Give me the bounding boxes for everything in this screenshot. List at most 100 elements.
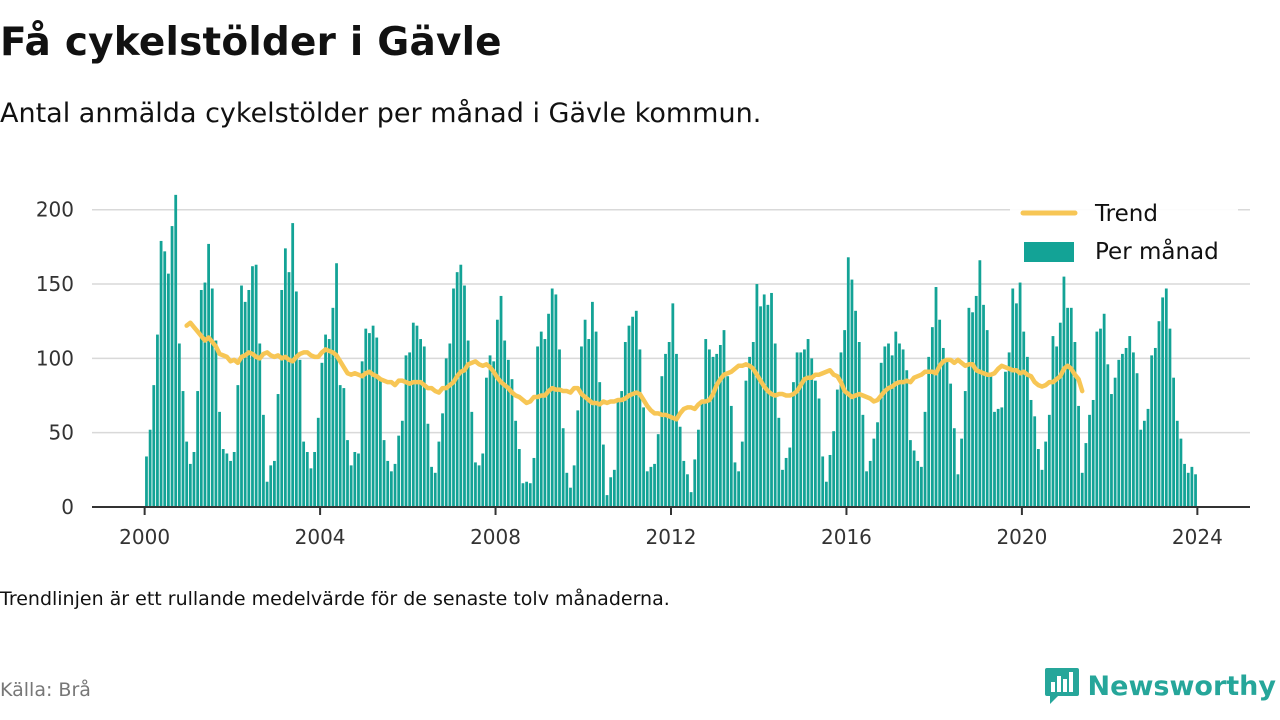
bar [283,248,287,507]
bar [890,355,894,507]
bar [1157,321,1161,507]
bar [1161,297,1165,507]
bar [1164,288,1168,507]
bar [653,463,656,507]
bar [1026,356,1029,507]
bar [196,391,200,507]
newsworthy-bar-chart-icon [1044,668,1079,704]
bar [477,465,481,507]
bar [1099,328,1102,507]
x-tick-label: 2016 [821,525,872,549]
bar [192,452,196,507]
bar [839,352,843,507]
bar [583,319,587,507]
bar [729,405,733,507]
bar [941,347,945,507]
bar [532,457,536,507]
bar [634,310,638,507]
bar [671,303,675,507]
bar [821,456,825,507]
bar [386,460,390,507]
bar [1088,414,1091,507]
bar [656,434,660,507]
bar [353,452,357,507]
bar [974,295,978,507]
bar [485,377,488,507]
bar [923,411,927,507]
bar [393,463,397,507]
bar [620,391,624,507]
bar [572,465,576,507]
y-tick-label: 200 [36,198,74,222]
bar [898,343,901,507]
bar [762,294,766,507]
bar [978,260,982,507]
bar [846,257,850,507]
trend-line [184,320,1085,422]
bar [887,343,890,507]
bar [313,452,316,507]
bar [876,422,879,507]
bar [956,474,960,507]
bar [693,459,697,507]
bar [883,346,887,507]
bar [258,343,262,507]
y-tick-label: 100 [36,346,74,370]
bar [1172,377,1175,507]
bar [996,408,1000,507]
bar [1186,472,1190,507]
bar [185,441,189,507]
bar [389,471,393,507]
bar [737,471,741,507]
bar [547,313,550,507]
bar [795,352,799,507]
bar [642,407,645,507]
bar [145,456,148,507]
brand-name: Newsworthy [1087,670,1276,702]
bar [269,465,273,507]
bar [1073,342,1077,507]
bar [982,304,985,507]
bar [543,339,547,507]
bar [1117,359,1121,507]
bar [675,353,678,507]
bar [755,284,759,507]
bar [207,243,210,507]
bar [422,346,426,507]
bar [232,452,236,507]
bar [426,423,430,507]
bar [817,398,821,507]
bar [177,343,181,507]
bar [1062,276,1066,507]
bar [156,334,159,507]
bar [1168,328,1172,507]
bar [1095,331,1099,507]
bar [605,495,609,507]
bar [901,349,905,507]
bar [704,339,708,507]
bar [539,331,543,507]
trend-line-series [184,320,1085,422]
bar [601,444,605,507]
bar [170,226,174,507]
bar [667,342,671,507]
bar [309,468,313,507]
bar [214,340,218,507]
bar [1102,313,1106,507]
newsworthy-logo[interactable]: Newsworthy [1044,664,1276,708]
bar [203,282,207,507]
bar [1153,347,1157,507]
bar [934,287,938,507]
bar [474,462,477,507]
bar [521,483,525,507]
bar [1150,355,1154,507]
bar [510,379,514,507]
bar [985,330,989,507]
bar [792,382,795,507]
bar [287,272,291,507]
bar [1051,336,1055,507]
bar [682,460,686,507]
bar [638,349,642,507]
bar [397,435,401,507]
bar [1044,441,1048,507]
